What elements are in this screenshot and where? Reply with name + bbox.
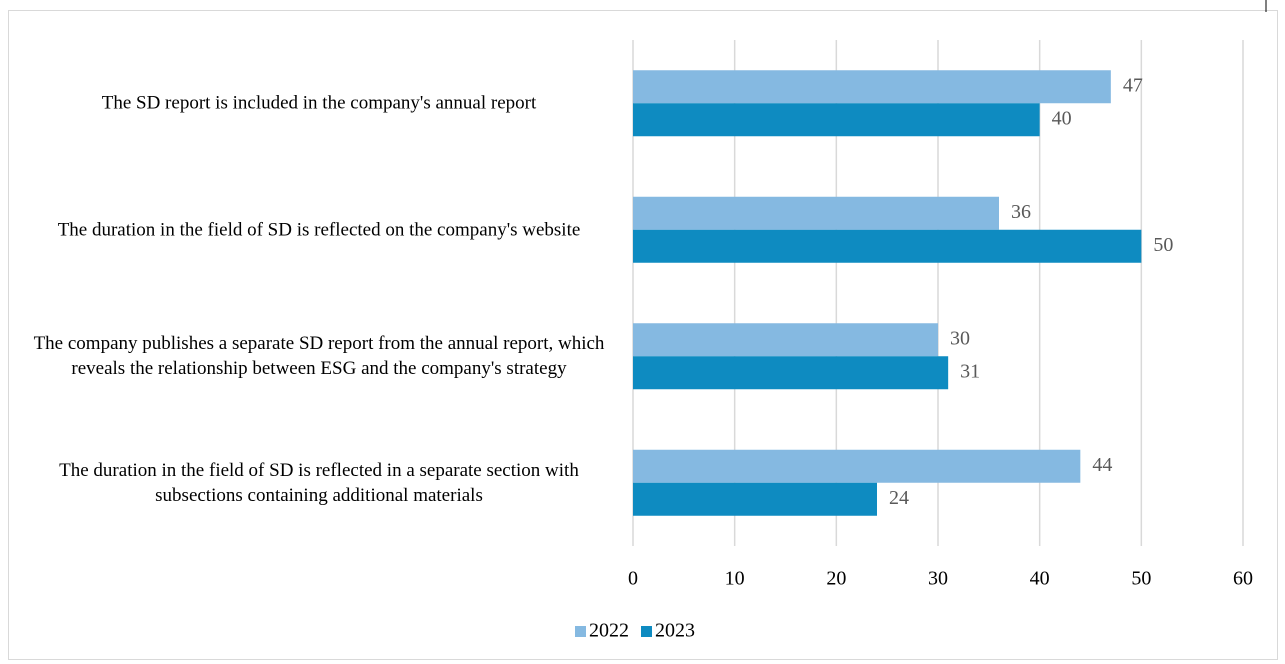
category-label: The company publishes a separate SD repo… — [33, 333, 605, 380]
data-label: 24 — [889, 487, 909, 509]
data-label: 36 — [1011, 201, 1031, 223]
bar — [633, 482, 877, 516]
data-label: 31 — [960, 360, 980, 382]
legend-label: 2023 — [655, 620, 695, 642]
bar — [633, 229, 1142, 263]
category-label: The SD report is included in the company… — [101, 92, 537, 114]
data-label: 30 — [950, 327, 970, 349]
x-tick-label: 60 — [1233, 568, 1253, 590]
bar — [633, 70, 1111, 104]
data-label: 47 — [1123, 74, 1143, 96]
bar — [633, 196, 999, 230]
legend-swatch — [641, 626, 652, 637]
x-tick-label: 0 — [628, 568, 638, 590]
bar — [633, 449, 1081, 483]
chart-frame — [8, 10, 1278, 660]
data-label: 50 — [1153, 234, 1173, 256]
bar — [633, 323, 938, 357]
bar — [633, 356, 949, 390]
bar — [633, 103, 1040, 137]
x-tick-label: 30 — [928, 568, 948, 590]
x-tick-label: 50 — [1131, 568, 1151, 590]
x-tick-label: 40 — [1030, 568, 1050, 590]
x-tick-label: 20 — [826, 568, 846, 590]
data-label: 40 — [1052, 107, 1072, 129]
category-label: The duration in the field of SD is refle… — [57, 219, 581, 241]
data-label: 44 — [1092, 454, 1112, 476]
legend-swatch — [575, 626, 586, 637]
x-tick-label: 10 — [725, 568, 745, 590]
category-label: The duration in the field of SD is refle… — [59, 459, 579, 506]
legend-label: 2022 — [589, 620, 629, 642]
